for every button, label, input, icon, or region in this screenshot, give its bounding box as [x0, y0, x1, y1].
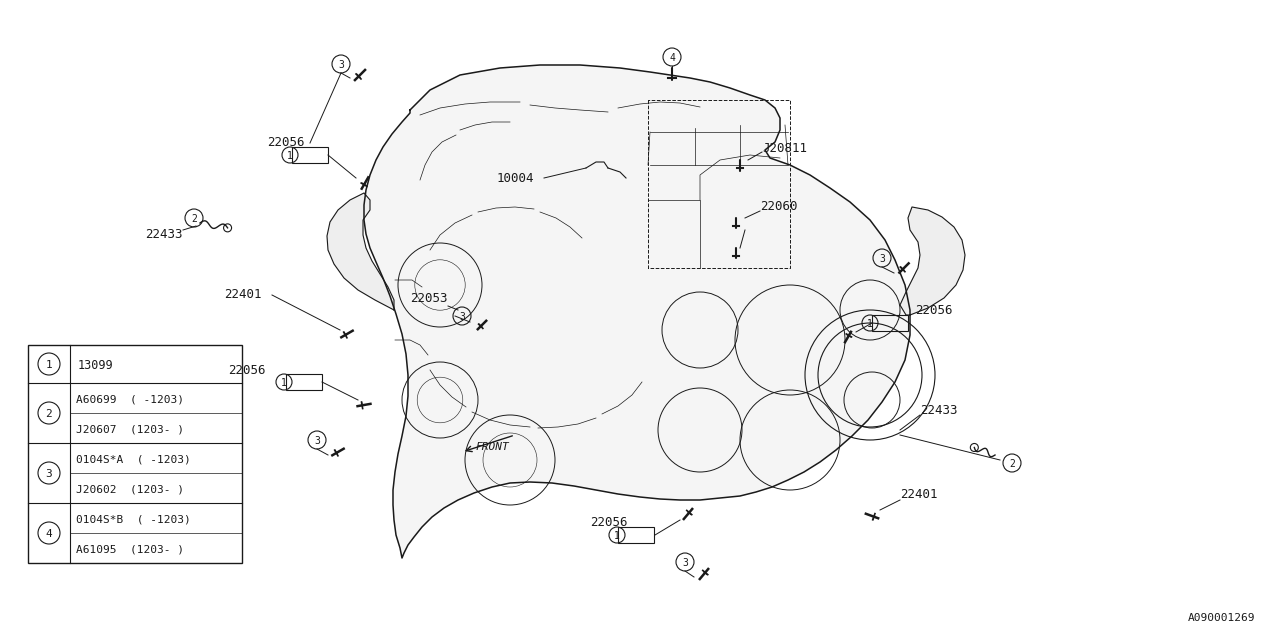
- Text: 3: 3: [682, 558, 687, 568]
- Bar: [618, 527, 654, 543]
- Text: 1: 1: [287, 151, 293, 161]
- Text: 2: 2: [46, 409, 52, 419]
- Text: A090001269: A090001269: [1188, 613, 1254, 623]
- Text: 0104S*B  ( -1203): 0104S*B ( -1203): [76, 514, 191, 524]
- Text: 22056: 22056: [915, 303, 952, 317]
- Text: 22060: 22060: [760, 200, 797, 214]
- Text: 10004: 10004: [497, 172, 535, 184]
- Text: 1: 1: [282, 378, 287, 388]
- Text: 22056: 22056: [268, 136, 305, 150]
- Text: 3: 3: [338, 60, 344, 70]
- Text: A60699  ( -1203): A60699 ( -1203): [76, 394, 184, 404]
- Text: 0104S*A  ( -1203): 0104S*A ( -1203): [76, 454, 191, 464]
- Bar: [292, 147, 328, 163]
- Text: 22433: 22433: [920, 403, 957, 417]
- Text: 22056: 22056: [228, 364, 265, 376]
- Bar: [28, 345, 242, 563]
- Text: J20607  (1203- ): J20607 (1203- ): [76, 424, 184, 434]
- Text: 3: 3: [314, 436, 320, 446]
- Text: 22401: 22401: [900, 488, 937, 502]
- Text: 4: 4: [46, 529, 52, 539]
- Text: 1: 1: [867, 319, 873, 329]
- Text: 22053: 22053: [410, 291, 448, 305]
- Text: 22056: 22056: [590, 516, 627, 529]
- Text: 22433: 22433: [145, 228, 183, 241]
- Text: 1: 1: [614, 531, 620, 541]
- Text: 2: 2: [191, 214, 197, 224]
- Text: J20811: J20811: [762, 141, 806, 154]
- Text: FRONT: FRONT: [475, 442, 508, 452]
- Text: 2: 2: [1009, 459, 1015, 469]
- Text: J20602  (1203- ): J20602 (1203- ): [76, 484, 184, 494]
- Text: 3: 3: [46, 469, 52, 479]
- Text: 22401: 22401: [224, 289, 261, 301]
- Text: A61095  (1203- ): A61095 (1203- ): [76, 544, 184, 554]
- Text: 13099: 13099: [78, 359, 114, 372]
- Text: 3: 3: [460, 312, 465, 322]
- Text: 1: 1: [46, 360, 52, 370]
- Bar: [872, 315, 908, 331]
- Text: 4: 4: [669, 53, 675, 63]
- Text: 3: 3: [879, 254, 884, 264]
- Polygon shape: [326, 193, 394, 310]
- Bar: [285, 374, 323, 390]
- Polygon shape: [900, 207, 965, 315]
- Polygon shape: [364, 65, 910, 558]
